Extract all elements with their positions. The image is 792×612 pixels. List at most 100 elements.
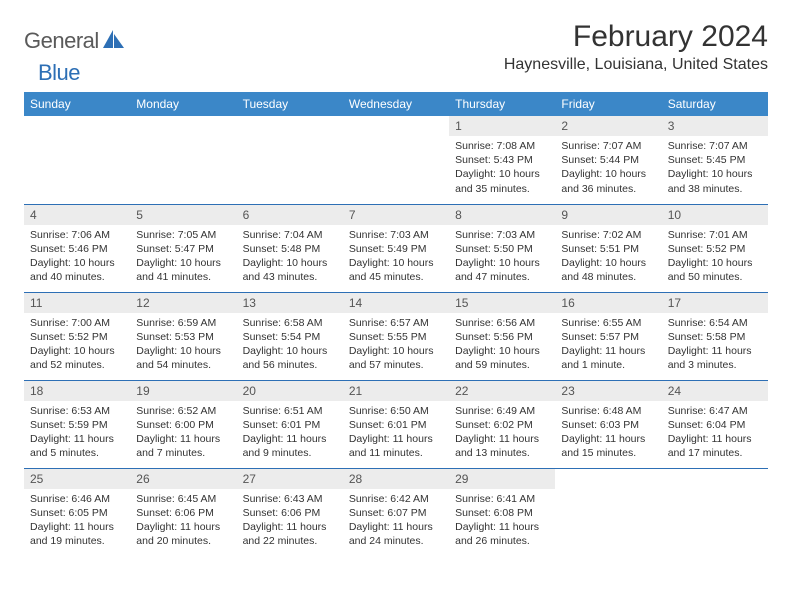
calendar-day: 23Sunrise: 6:48 AMSunset: 6:03 PMDayligh… [555, 380, 661, 468]
day-number: 16 [555, 293, 661, 313]
calendar-day: 6Sunrise: 7:04 AMSunset: 5:48 PMDaylight… [237, 204, 343, 292]
calendar-day: 7Sunrise: 7:03 AMSunset: 5:49 PMDaylight… [343, 204, 449, 292]
calendar-week: 25Sunrise: 6:46 AMSunset: 6:05 PMDayligh… [24, 468, 768, 556]
calendar-empty [24, 116, 130, 204]
day-info: Sunrise: 6:55 AMSunset: 5:57 PMDaylight:… [555, 313, 661, 379]
day-info: Sunrise: 6:45 AMSunset: 6:06 PMDaylight:… [130, 489, 236, 555]
calendar-week: 11Sunrise: 7:00 AMSunset: 5:52 PMDayligh… [24, 292, 768, 380]
day-number: 29 [449, 469, 555, 489]
calendar-day: 26Sunrise: 6:45 AMSunset: 6:06 PMDayligh… [130, 468, 236, 556]
day-number: 26 [130, 469, 236, 489]
calendar-day: 13Sunrise: 6:58 AMSunset: 5:54 PMDayligh… [237, 292, 343, 380]
day-number: 15 [449, 293, 555, 313]
day-number: 13 [237, 293, 343, 313]
day-info: Sunrise: 6:59 AMSunset: 5:53 PMDaylight:… [130, 313, 236, 379]
day-info: Sunrise: 6:46 AMSunset: 6:05 PMDaylight:… [24, 489, 130, 555]
day-number: 17 [662, 293, 768, 313]
day-number: 3 [662, 116, 768, 136]
calendar-week: 4Sunrise: 7:06 AMSunset: 5:46 PMDaylight… [24, 204, 768, 292]
calendar-day: 24Sunrise: 6:47 AMSunset: 6:04 PMDayligh… [662, 380, 768, 468]
day-number: 22 [449, 381, 555, 401]
day-number: 10 [662, 205, 768, 225]
day-number: 21 [343, 381, 449, 401]
calendar-day: 16Sunrise: 6:55 AMSunset: 5:57 PMDayligh… [555, 292, 661, 380]
day-number: 9 [555, 205, 661, 225]
day-info: Sunrise: 6:50 AMSunset: 6:01 PMDaylight:… [343, 401, 449, 467]
calendar-day: 19Sunrise: 6:52 AMSunset: 6:00 PMDayligh… [130, 380, 236, 468]
day-info: Sunrise: 6:54 AMSunset: 5:58 PMDaylight:… [662, 313, 768, 379]
day-info: Sunrise: 7:03 AMSunset: 5:49 PMDaylight:… [343, 225, 449, 291]
day-info: Sunrise: 7:04 AMSunset: 5:48 PMDaylight:… [237, 225, 343, 291]
weekday-header: Wednesday [343, 92, 449, 116]
calendar-day: 27Sunrise: 6:43 AMSunset: 6:06 PMDayligh… [237, 468, 343, 556]
calendar-day: 22Sunrise: 6:49 AMSunset: 6:02 PMDayligh… [449, 380, 555, 468]
weekday-header: Monday [130, 92, 236, 116]
calendar-day: 2Sunrise: 7:07 AMSunset: 5:44 PMDaylight… [555, 116, 661, 204]
calendar-day: 3Sunrise: 7:07 AMSunset: 5:45 PMDaylight… [662, 116, 768, 204]
weekday-header: Tuesday [237, 92, 343, 116]
calendar-day: 28Sunrise: 6:42 AMSunset: 6:07 PMDayligh… [343, 468, 449, 556]
calendar-head: SundayMondayTuesdayWednesdayThursdayFrid… [24, 92, 768, 116]
day-info: Sunrise: 6:47 AMSunset: 6:04 PMDaylight:… [662, 401, 768, 467]
calendar-day: 11Sunrise: 7:00 AMSunset: 5:52 PMDayligh… [24, 292, 130, 380]
calendar-empty [555, 468, 661, 556]
calendar-empty [343, 116, 449, 204]
day-number: 24 [662, 381, 768, 401]
calendar-day: 14Sunrise: 6:57 AMSunset: 5:55 PMDayligh… [343, 292, 449, 380]
calendar-empty [662, 468, 768, 556]
day-number: 12 [130, 293, 236, 313]
day-info: Sunrise: 7:07 AMSunset: 5:44 PMDaylight:… [555, 136, 661, 202]
logo-sail-icon [103, 30, 125, 53]
day-info: Sunrise: 7:06 AMSunset: 5:46 PMDaylight:… [24, 225, 130, 291]
day-info: Sunrise: 6:48 AMSunset: 6:03 PMDaylight:… [555, 401, 661, 467]
logo-text-blue: Blue [38, 60, 80, 86]
calendar-day: 4Sunrise: 7:06 AMSunset: 5:46 PMDaylight… [24, 204, 130, 292]
day-number: 14 [343, 293, 449, 313]
calendar-day: 25Sunrise: 6:46 AMSunset: 6:05 PMDayligh… [24, 468, 130, 556]
calendar-day: 5Sunrise: 7:05 AMSunset: 5:47 PMDaylight… [130, 204, 236, 292]
day-info: Sunrise: 6:57 AMSunset: 5:55 PMDaylight:… [343, 313, 449, 379]
calendar-day: 9Sunrise: 7:02 AMSunset: 5:51 PMDaylight… [555, 204, 661, 292]
day-info: Sunrise: 6:58 AMSunset: 5:54 PMDaylight:… [237, 313, 343, 379]
title-block: February 2024 Haynesville, Louisiana, Un… [504, 20, 768, 74]
calendar-day: 18Sunrise: 6:53 AMSunset: 5:59 PMDayligh… [24, 380, 130, 468]
day-number: 4 [24, 205, 130, 225]
day-info: Sunrise: 7:08 AMSunset: 5:43 PMDaylight:… [449, 136, 555, 202]
calendar-day: 8Sunrise: 7:03 AMSunset: 5:50 PMDaylight… [449, 204, 555, 292]
day-number: 11 [24, 293, 130, 313]
day-info: Sunrise: 6:49 AMSunset: 6:02 PMDaylight:… [449, 401, 555, 467]
calendar-table: SundayMondayTuesdayWednesdayThursdayFrid… [24, 92, 768, 556]
day-info: Sunrise: 6:42 AMSunset: 6:07 PMDaylight:… [343, 489, 449, 555]
day-number: 7 [343, 205, 449, 225]
day-info: Sunrise: 6:52 AMSunset: 6:00 PMDaylight:… [130, 401, 236, 467]
weekday-header: Friday [555, 92, 661, 116]
calendar-day: 17Sunrise: 6:54 AMSunset: 5:58 PMDayligh… [662, 292, 768, 380]
weekday-header: Thursday [449, 92, 555, 116]
day-number: 25 [24, 469, 130, 489]
calendar-day: 20Sunrise: 6:51 AMSunset: 6:01 PMDayligh… [237, 380, 343, 468]
day-number: 19 [130, 381, 236, 401]
month-title: February 2024 [504, 20, 768, 54]
calendar-day: 10Sunrise: 7:01 AMSunset: 5:52 PMDayligh… [662, 204, 768, 292]
day-info: Sunrise: 7:03 AMSunset: 5:50 PMDaylight:… [449, 225, 555, 291]
day-number: 2 [555, 116, 661, 136]
weekday-header: Sunday [24, 92, 130, 116]
day-info: Sunrise: 6:53 AMSunset: 5:59 PMDaylight:… [24, 401, 130, 467]
calendar-day: 15Sunrise: 6:56 AMSunset: 5:56 PMDayligh… [449, 292, 555, 380]
day-info: Sunrise: 6:51 AMSunset: 6:01 PMDaylight:… [237, 401, 343, 467]
calendar-week: 18Sunrise: 6:53 AMSunset: 5:59 PMDayligh… [24, 380, 768, 468]
day-info: Sunrise: 7:00 AMSunset: 5:52 PMDaylight:… [24, 313, 130, 379]
calendar-day: 29Sunrise: 6:41 AMSunset: 6:08 PMDayligh… [449, 468, 555, 556]
calendar-page: General February 2024 Haynesville, Louis… [0, 0, 792, 576]
day-info: Sunrise: 7:05 AMSunset: 5:47 PMDaylight:… [130, 225, 236, 291]
calendar-empty [130, 116, 236, 204]
calendar-body: 1Sunrise: 7:08 AMSunset: 5:43 PMDaylight… [24, 116, 768, 556]
logo: General [24, 28, 127, 54]
day-number: 27 [237, 469, 343, 489]
day-number: 1 [449, 116, 555, 136]
day-info: Sunrise: 7:02 AMSunset: 5:51 PMDaylight:… [555, 225, 661, 291]
logo-text-general: General [24, 28, 99, 54]
calendar-day: 12Sunrise: 6:59 AMSunset: 5:53 PMDayligh… [130, 292, 236, 380]
location-text: Haynesville, Louisiana, United States [504, 56, 768, 74]
day-number: 8 [449, 205, 555, 225]
